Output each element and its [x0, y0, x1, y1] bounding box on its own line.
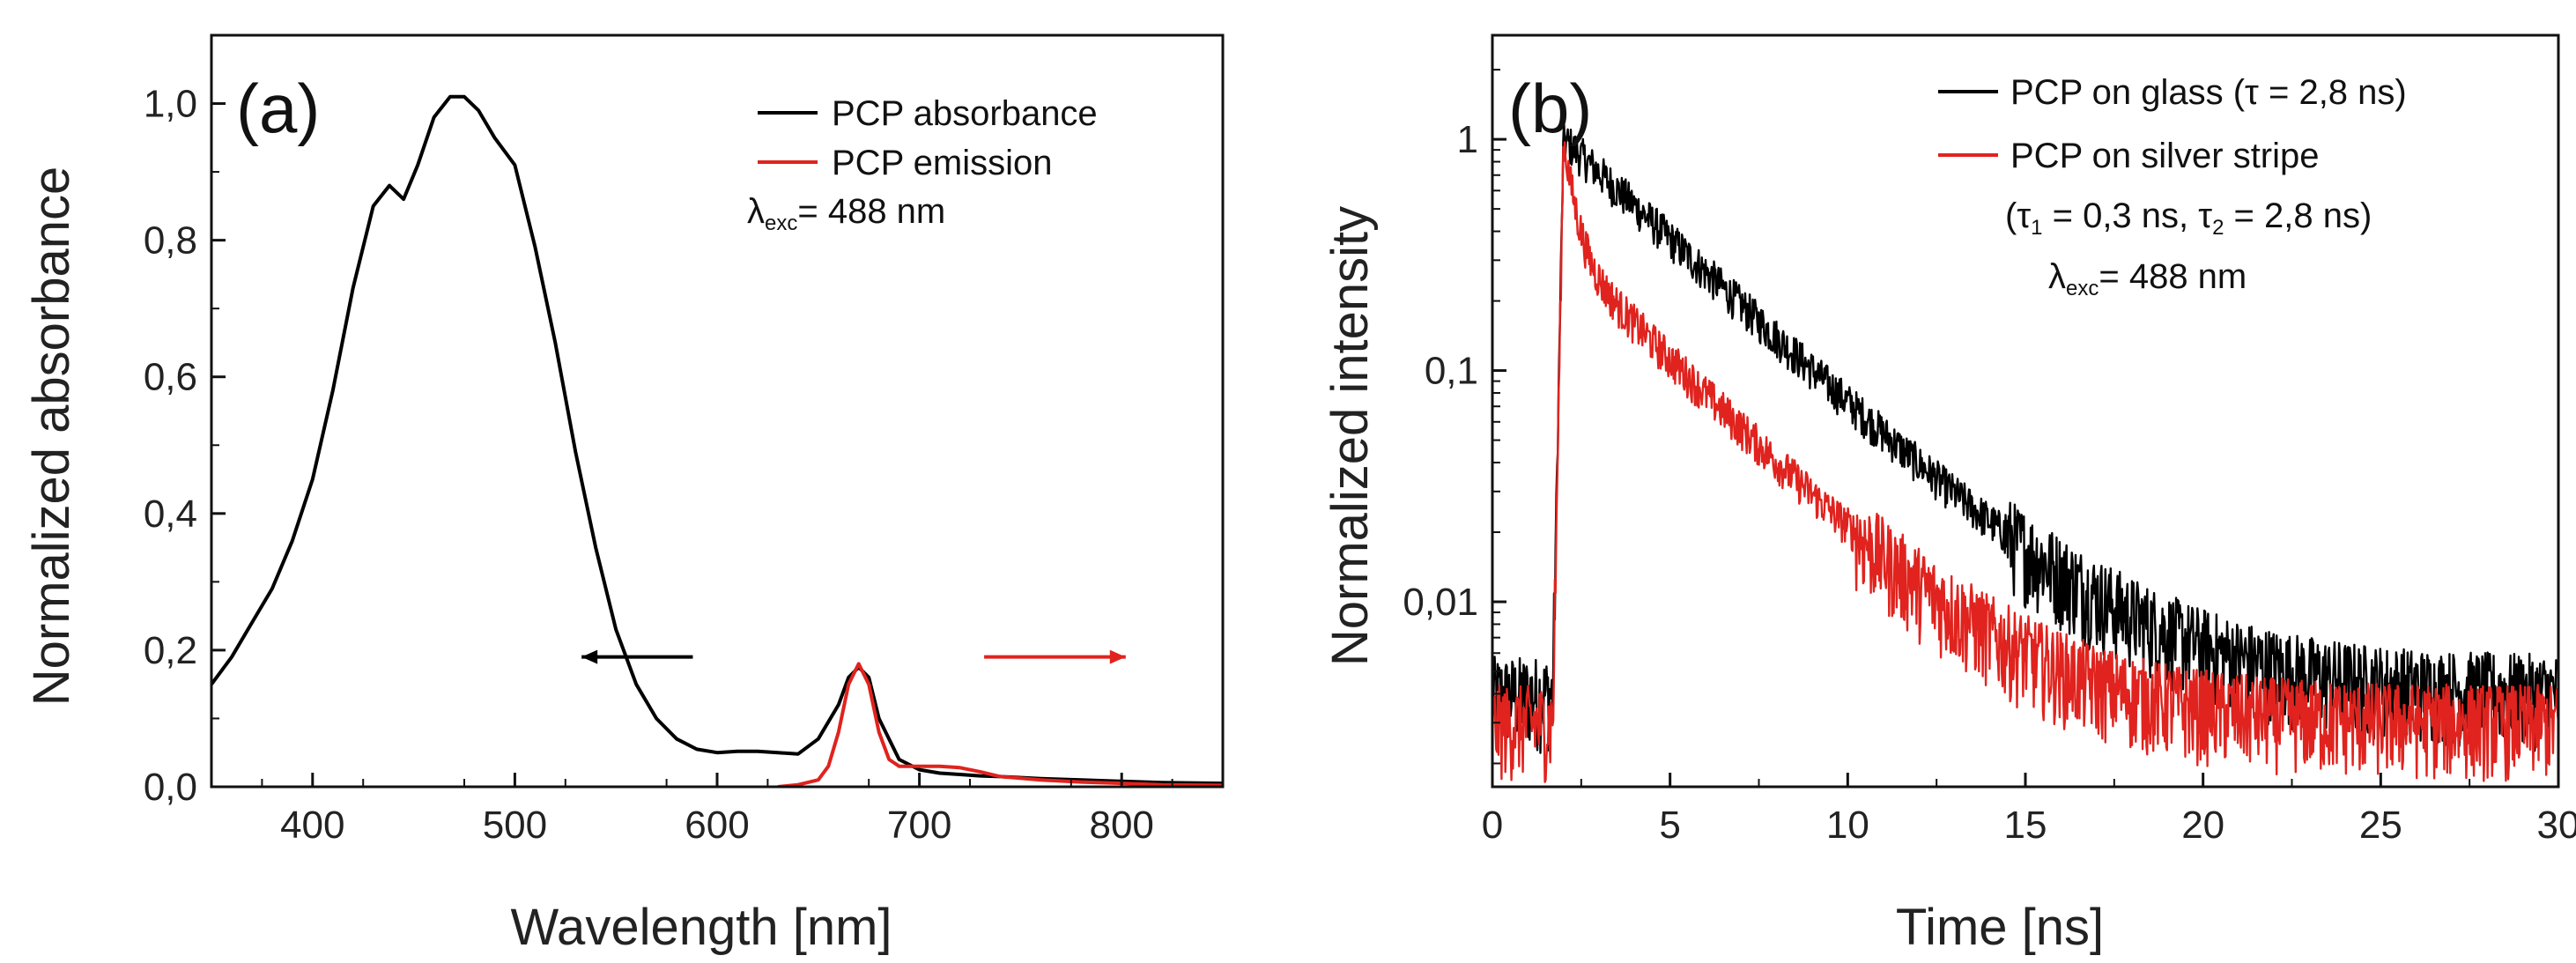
- panel-b-x-axis-title: Time [ns]: [1896, 899, 2104, 956]
- legend-label-glass: PCP on glass (τ = 2,8 ns): [2010, 73, 2407, 112]
- tau-close: = 2,8 ns): [2224, 196, 2372, 235]
- legend-label-silver: PCP on silver stripe: [2010, 137, 2320, 175]
- lambda-symbol-b: λ: [2048, 257, 2066, 296]
- panel-a-ticks: 400 500 600 700 800 0,0 0,2 0,4 0,6 0,8 1,0: [144, 34, 1173, 847]
- legend-label-absorbance: PCP absorbance: [832, 94, 1098, 133]
- panel-b-label: (b): [1508, 70, 1592, 147]
- panel-a-y-axis-title: Normalized absorbance: [23, 167, 80, 707]
- panel-a-legend: PCP absorbance PCP emission λexc= 488 nm: [747, 94, 1098, 235]
- panel-a-curves: [211, 94, 1223, 787]
- a-y-tick-label: 0,4: [144, 493, 197, 536]
- absorbance-curve: [211, 94, 1223, 786]
- legend-tau-values: (τ1 = 0,3 ns, τ2 = 2,8 ns): [2005, 196, 2372, 240]
- legend-label-emission: PCP emission: [832, 144, 1052, 182]
- panel-a-arrows: [581, 649, 1126, 664]
- panel-a-label: (a): [236, 70, 320, 147]
- b-x-tick-label: 20: [2181, 804, 2224, 847]
- a-y-tick-label: 0,0: [144, 766, 197, 809]
- b-x-tick-label: 15: [2004, 804, 2047, 847]
- b-y-tick-label: 0,1: [1425, 350, 1478, 393]
- a-x-tick-label: 700: [887, 804, 951, 847]
- tau1-subscript: 1: [2031, 216, 2042, 240]
- tau-open: (τ: [2005, 196, 2031, 235]
- emission-axis-arrow: [984, 649, 1126, 664]
- b-x-tick-label: 0: [1482, 804, 1503, 847]
- panel-b-curves: [1492, 120, 2558, 783]
- a-y-tick-label: 0,8: [144, 219, 197, 263]
- absorbance-axis-arrow: [581, 649, 693, 664]
- b-y-tick-label: 0,01: [1403, 581, 1478, 624]
- glass-decay-curve: [1492, 120, 2558, 754]
- a-y-tick-label: 0,2: [144, 629, 197, 672]
- a-x-tick-label: 600: [685, 804, 749, 847]
- panel-a-x-axis-title: Wavelength [nm]: [510, 899, 892, 956]
- b-x-tick-label: 30: [2537, 804, 2576, 847]
- a-x-tick-label: 500: [483, 804, 547, 847]
- legend-excitation-note: λexc= 488 nm: [747, 192, 945, 235]
- tau2-subscript: 2: [2212, 216, 2224, 240]
- b-x-tick-label: 10: [1826, 804, 1869, 847]
- lambda-subscript: exc: [765, 211, 797, 235]
- panel-b: 0 5 10 15 20 25 30 0,01 0,1 1 (b) Time [ns] Norma…: [1321, 33, 2576, 956]
- a-y-tick-label: 0,6: [144, 356, 197, 399]
- b-y-tick-label: 1: [1457, 118, 1478, 161]
- lambda-value-b: = 488 nm: [2099, 257, 2247, 296]
- a-x-tick-label: 800: [1089, 804, 1153, 847]
- b-x-tick-label: 25: [2359, 804, 2402, 847]
- panel-b-legend: PCP on glass (τ = 2,8 ns) PCP on silver …: [1938, 73, 2407, 300]
- panel-b-y-axis-title: Normalized intensity: [1321, 206, 1379, 666]
- lambda-value: = 488 nm: [797, 192, 945, 231]
- panel-a: 400 500 600 700 800 0,0 0,2 0,4 0,6 0,8 1,0 (a) Wa…: [23, 33, 1225, 956]
- legend-excitation-note-b: λexc= 488 nm: [2048, 257, 2247, 300]
- a-x-tick-label: 400: [280, 804, 344, 847]
- panel-b-ticks: 0 5 10 15 20 25 30 0,01 0,1 1: [1403, 69, 2576, 847]
- b-x-tick-label: 5: [1659, 804, 1680, 847]
- lambda-subscript-b: exc: [2066, 277, 2099, 300]
- tau-middle: = 0,3 ns, τ: [2042, 196, 2212, 235]
- lambda-symbol: λ: [747, 192, 765, 231]
- panel-a-frame: [210, 33, 1225, 789]
- silver-decay-curve: [1492, 141, 2558, 783]
- a-y-tick-label: 1,0: [144, 83, 197, 126]
- emission-curve: [777, 662, 1223, 787]
